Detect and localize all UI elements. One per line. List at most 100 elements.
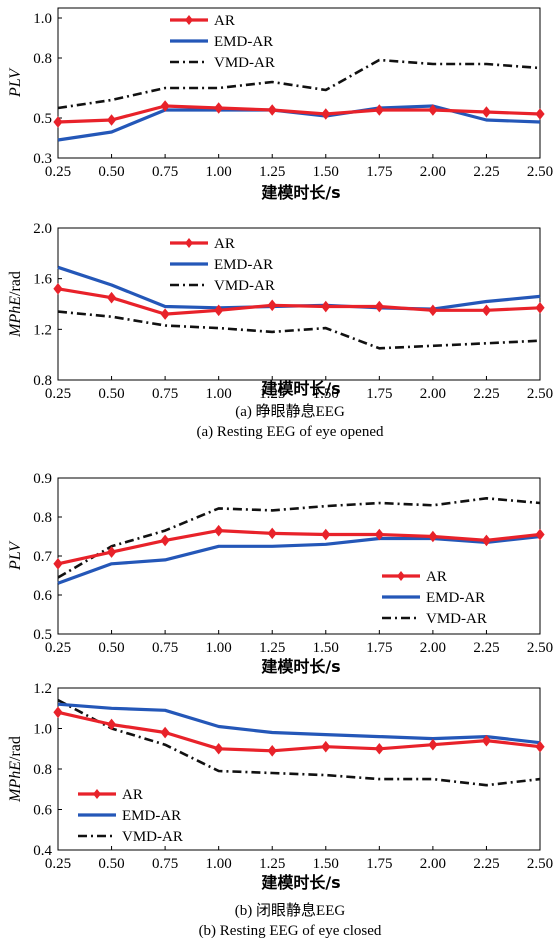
series-point-ar bbox=[214, 304, 224, 317]
series-point-ar bbox=[481, 534, 492, 547]
y-axis-label-main: PLV bbox=[7, 67, 24, 98]
series-point-ar bbox=[321, 108, 331, 120]
series-point-ar bbox=[535, 740, 545, 753]
legend-label-emd-ar: EMD-AR bbox=[214, 257, 273, 273]
x-tick-label: 1.50 bbox=[313, 164, 339, 180]
series-point-ar bbox=[267, 744, 277, 757]
x-tick-label: 1.25 bbox=[259, 386, 285, 402]
legend-label-vmd-ar: VMD-AR bbox=[214, 278, 275, 294]
x-tick-label: 0.75 bbox=[152, 640, 178, 656]
series-point-ar bbox=[321, 300, 331, 313]
x-tick-label: 1.50 bbox=[313, 640, 339, 656]
y-axis-label: PLV bbox=[7, 67, 24, 98]
x-tick-label: 2.50 bbox=[527, 856, 553, 872]
y-tick-label: 0.8 bbox=[33, 51, 52, 67]
caption-b-cn: (b) 闭眼静息EEG bbox=[235, 902, 346, 919]
y-tick-label: 0.4 bbox=[33, 843, 52, 859]
series-point-ar bbox=[214, 742, 224, 755]
y-axis-label-main: MPhE bbox=[7, 296, 24, 338]
series-point-ar bbox=[214, 102, 224, 114]
series-point-ar bbox=[53, 557, 63, 570]
x-tick-label: 0.50 bbox=[98, 386, 124, 402]
series-point-ar bbox=[428, 530, 438, 543]
y-tick-label: 0.6 bbox=[33, 803, 52, 819]
plot-frame bbox=[57, 687, 541, 851]
caption-a-en: (a) Resting EEG of eye opened bbox=[196, 424, 384, 440]
y-tick-label: 0.8 bbox=[33, 510, 52, 526]
legend-label-ar: AR bbox=[122, 787, 143, 803]
legend-marker-ar bbox=[397, 571, 405, 581]
x-tick-label: 0.75 bbox=[152, 386, 178, 402]
x-tick-label: 1.75 bbox=[366, 640, 392, 656]
series-line-ar bbox=[57, 104, 541, 124]
series-point-ar bbox=[214, 524, 224, 537]
x-tick-label: 0.25 bbox=[45, 386, 71, 402]
y-tick-label: 1.6 bbox=[33, 272, 52, 288]
plot-frame bbox=[57, 7, 541, 159]
series-point-ar bbox=[321, 740, 331, 753]
series-point-ar bbox=[106, 114, 117, 126]
x-tick-label: 2.25 bbox=[473, 856, 499, 872]
y-tick-label: 1.0 bbox=[33, 11, 52, 27]
series-point-ar bbox=[267, 527, 277, 540]
chart-b-mphe: 0.25 0.50 0.75 1.00 1.25 1.50 1.75 2.00 2.25 2.50… bbox=[7, 681, 553, 892]
legend-label-vmd-ar: VMD-AR bbox=[122, 829, 183, 845]
series-point-ar bbox=[160, 726, 170, 739]
y-tick-label: 0.3 bbox=[33, 151, 52, 167]
series-point-ar bbox=[106, 718, 117, 731]
x-axis-label: 建模时长/s bbox=[261, 183, 340, 202]
y-tick-label: 0.5 bbox=[33, 627, 52, 643]
series-line-vmd-ar bbox=[57, 496, 541, 579]
legend-marker-ar bbox=[185, 238, 193, 248]
series-point-ar bbox=[374, 742, 384, 755]
y-axis-label-unit: /rad bbox=[7, 736, 24, 761]
y-tick-label: 1.0 bbox=[33, 722, 52, 738]
series-point-ar bbox=[53, 706, 63, 719]
legend-label-ar: AR bbox=[214, 236, 235, 252]
x-tick-label: 1.25 bbox=[259, 856, 285, 872]
series-point-ar bbox=[374, 528, 384, 541]
y-axis-label-main: PLV bbox=[7, 540, 24, 571]
series-point-ar bbox=[428, 104, 438, 116]
series-line-emd-ar bbox=[57, 534, 541, 585]
series-point-ar bbox=[106, 291, 117, 304]
x-tick-label: 1.00 bbox=[206, 640, 232, 656]
legend-label-ar: AR bbox=[214, 13, 235, 29]
series-line-emd-ar bbox=[57, 702, 541, 745]
chart-b-plv: 0.25 0.50 0.75 1.00 1.25 1.50 1.75 2.00 2.25 2.50… bbox=[7, 471, 553, 676]
x-tick-label: 2.50 bbox=[527, 640, 553, 656]
series-point-ar bbox=[267, 299, 277, 312]
series-point-ar bbox=[267, 104, 277, 116]
series-line-ar bbox=[57, 287, 541, 316]
x-tick-label: 0.75 bbox=[152, 856, 178, 872]
y-axis-label: MPhE/rad bbox=[7, 271, 24, 338]
x-axis-label: 建模时长/s bbox=[261, 657, 340, 676]
series-point-ar bbox=[481, 734, 492, 747]
series-point-ar bbox=[428, 304, 438, 317]
x-tick-label: 2.00 bbox=[420, 856, 446, 872]
series-line-ar bbox=[57, 710, 541, 753]
legend-label-vmd-ar: VMD-AR bbox=[426, 611, 487, 627]
x-tick-label: 0.50 bbox=[98, 640, 124, 656]
series-point-ar bbox=[374, 300, 384, 313]
y-tick-label: 0.7 bbox=[33, 549, 52, 565]
x-tick-label: 2.25 bbox=[473, 386, 499, 402]
legend-marker-ar bbox=[93, 789, 101, 799]
chart-a-plv: 0.25 0.50 0.75 1.00 1.25 1.50 1.75 2.00 2.25 2.50… bbox=[7, 7, 553, 202]
x-tick-label: 2.50 bbox=[527, 164, 553, 180]
series-point-ar bbox=[53, 116, 63, 128]
x-tick-label: 0.25 bbox=[45, 856, 71, 872]
x-tick-label: 1.25 bbox=[259, 164, 285, 180]
x-tick-label: 0.75 bbox=[152, 164, 178, 180]
x-tick-label: 2.00 bbox=[420, 386, 446, 402]
x-tick-label: 1.00 bbox=[206, 856, 232, 872]
chart-a-mphe: 0.25 0.50 0.75 1.00 1.25 1.50 1.75 2.00 2.25 2.50… bbox=[7, 221, 553, 402]
series-point-ar bbox=[535, 528, 545, 541]
series-line-vmd-ar bbox=[57, 58, 541, 110]
series-point-ar bbox=[428, 738, 438, 751]
legend-label-vmd-ar: VMD-AR bbox=[214, 55, 275, 71]
y-axis-label: PLV bbox=[7, 540, 24, 571]
legend-label-emd-ar: EMD-AR bbox=[426, 590, 485, 606]
series-point-ar bbox=[160, 308, 170, 320]
y-tick-label: 0.6 bbox=[33, 588, 52, 604]
